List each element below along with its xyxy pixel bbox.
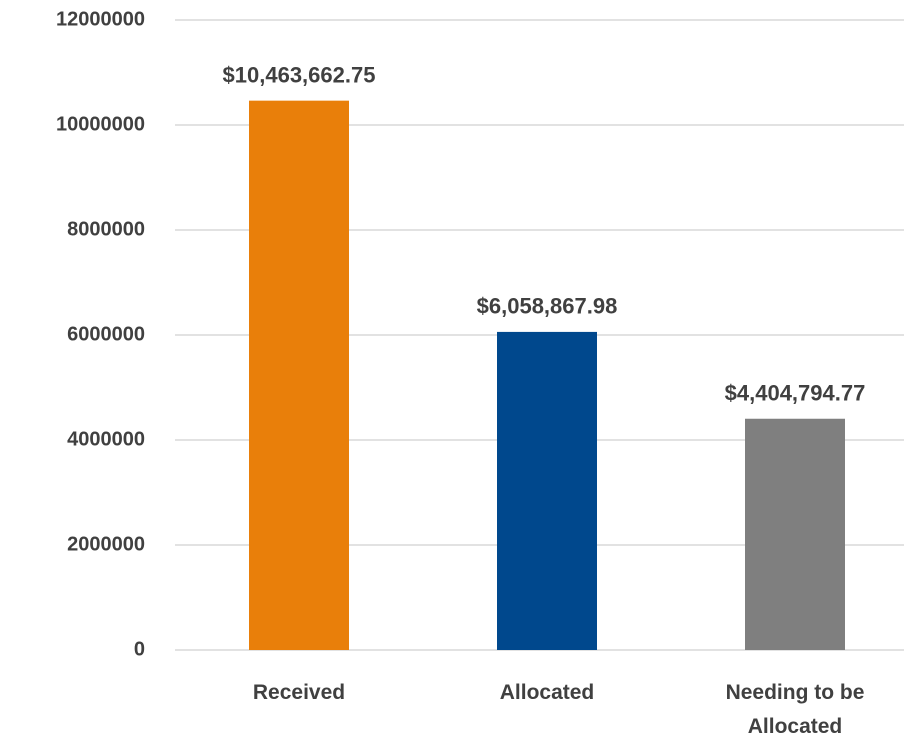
y-tick-label: 10000000 xyxy=(56,113,145,135)
y-tick-label: 2000000 xyxy=(67,533,145,555)
value-label: $10,463,662.75 xyxy=(223,62,376,87)
x-tick-label: Allocated xyxy=(499,681,595,704)
y-tick-label: 4000000 xyxy=(67,428,145,450)
bar xyxy=(249,100,349,650)
value-label: $6,058,867.98 xyxy=(477,294,618,319)
bar xyxy=(497,331,597,650)
x-tick-label: Received xyxy=(252,681,346,704)
y-tick-label: 12000000 xyxy=(56,8,145,30)
y-tick-label: 0 xyxy=(134,638,145,660)
x-tick-label: Needing to be Allocated xyxy=(725,681,865,738)
y-tick-label: 6000000 xyxy=(67,323,145,345)
bar xyxy=(745,418,845,650)
y-tick-label: 8000000 xyxy=(67,218,145,240)
value-label: $4,404,794.77 xyxy=(725,381,866,406)
